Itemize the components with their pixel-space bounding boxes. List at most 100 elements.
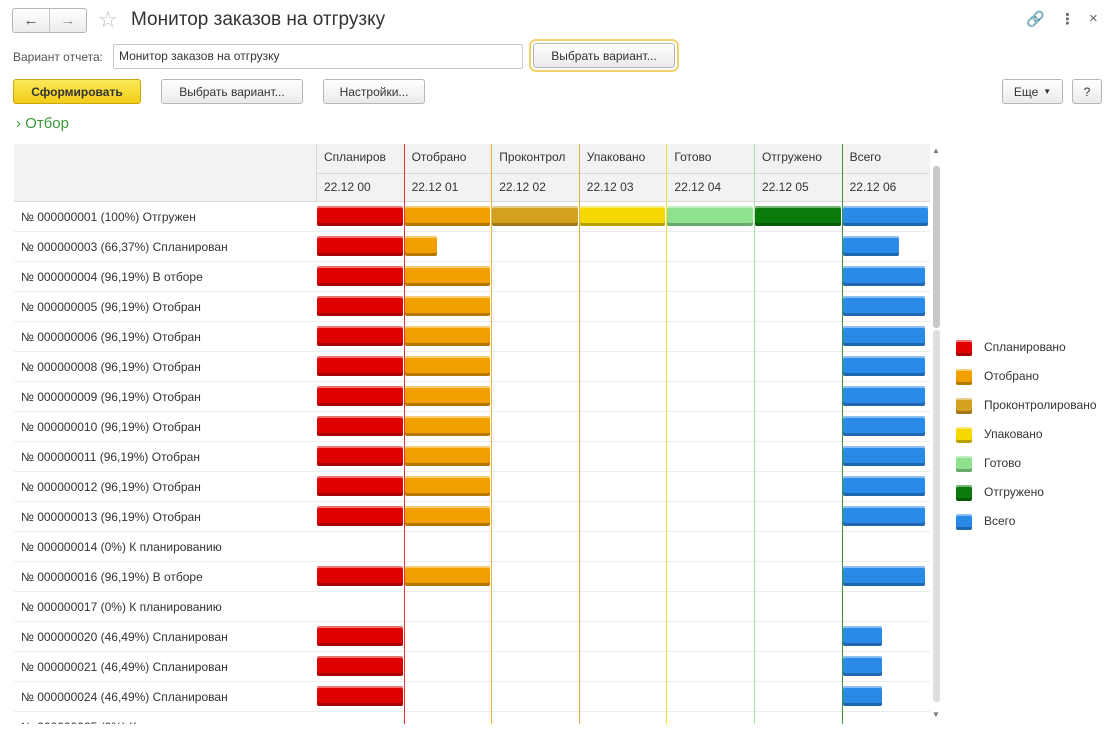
gantt-bar[interactable] <box>317 236 403 256</box>
table-row[interactable]: № 000000005 (96,19%) Отобран <box>14 292 930 322</box>
gantt-bar[interactable] <box>404 416 491 436</box>
gantt-bar[interactable] <box>404 266 491 286</box>
gantt-bar[interactable] <box>842 506 925 526</box>
gantt-bar[interactable] <box>404 326 491 346</box>
gantt-bar[interactable] <box>317 566 403 586</box>
gantt-bar[interactable] <box>842 476 925 496</box>
gantt-bar[interactable] <box>755 206 841 226</box>
scroll-up-icon[interactable]: ▲ <box>932 146 940 155</box>
gantt-bar[interactable] <box>842 296 925 316</box>
table-row[interactable]: № 000000008 (96,19%) Отобран <box>14 352 930 382</box>
gantt-bar[interactable] <box>404 386 491 406</box>
arrow-right-icon[interactable]: → <box>49 9 86 32</box>
gantt-bar[interactable] <box>317 686 403 706</box>
gantt-bar[interactable] <box>667 206 753 226</box>
gantt-bar[interactable] <box>842 236 900 256</box>
column-date: 22.12 02 <box>499 180 546 194</box>
gantt-bar[interactable] <box>404 566 491 586</box>
gantt-bar[interactable] <box>317 206 403 226</box>
row-label: № 000000001 (100%) Отгружен <box>21 210 196 224</box>
gantt-bar[interactable] <box>842 566 925 586</box>
gantt-bar[interactable] <box>842 626 882 646</box>
choose-variant-button[interactable]: Выбрать вариант... <box>161 79 303 104</box>
column-header[interactable]: Упаковано 22.12 03 <box>578 144 667 202</box>
table-row[interactable]: № 000000016 (96,19%) В отборе <box>14 562 930 592</box>
report-variant-input[interactable]: Монитор заказов на отгрузку <box>113 44 523 69</box>
star-icon[interactable]: ☆ <box>98 7 118 32</box>
gantt-bar[interactable] <box>317 326 403 346</box>
column-header[interactable]: Отобрано 22.12 01 <box>403 144 492 202</box>
more-icon[interactable]: ⋮ <box>1060 11 1075 28</box>
gantt-bar[interactable] <box>579 206 666 226</box>
arrow-left-icon[interactable]: ← <box>23 12 39 29</box>
column-date: 22.12 03 <box>586 180 634 194</box>
vertical-scrollbar[interactable]: ▲ ▼ <box>931 144 941 724</box>
gantt-bar[interactable] <box>404 356 491 376</box>
column-header[interactable]: Проконтрол 22.12 02 <box>491 144 579 202</box>
gantt-bar[interactable] <box>842 686 882 706</box>
filter-toggle[interactable]: › Отбор <box>16 115 69 132</box>
gantt-bar[interactable] <box>317 506 403 526</box>
more-button[interactable]: Еще ▼ <box>1002 79 1063 104</box>
column-header[interactable]: Отгружено 22.12 05 <box>754 144 842 202</box>
gantt-bar[interactable] <box>842 446 925 466</box>
legend-label: Отобрано <box>984 369 1039 383</box>
gantt-bar[interactable] <box>404 206 491 226</box>
legend-item: Отгружено <box>956 483 1115 503</box>
table-row[interactable]: № 000000024 (46,49%) Спланирован <box>14 682 930 712</box>
gantt-bar[interactable] <box>317 266 403 286</box>
table-row[interactable]: № 000000013 (96,19%) Отобран <box>14 502 930 532</box>
column-header[interactable]: Готово 22.12 04 <box>666 144 754 202</box>
gantt-bar[interactable] <box>842 656 882 676</box>
gantt-bar[interactable] <box>404 476 491 496</box>
table-row[interactable]: № 000000021 (46,49%) Спланирован <box>14 652 930 682</box>
table-row[interactable]: № 000000020 (46,49%) Спланирован <box>14 622 930 652</box>
nav-buttons: ← → <box>12 8 87 33</box>
table-row[interactable]: № 000000011 (96,19%) Отобран <box>14 442 930 472</box>
column-header[interactable]: Всего 22.12 06 <box>841 144 930 202</box>
gantt-bar[interactable] <box>317 446 403 466</box>
choose-variant-top-button[interactable]: Выбрать вариант... <box>529 39 679 72</box>
scroll-down-icon[interactable]: ▼ <box>932 710 940 719</box>
table-row[interactable]: № 000000004 (96,19%) В отборе <box>14 262 930 292</box>
gantt-bar[interactable] <box>492 206 578 226</box>
gantt-bar[interactable] <box>317 476 403 496</box>
gantt-bar[interactable] <box>404 296 491 316</box>
gantt-bar[interactable] <box>317 356 403 376</box>
table-row[interactable]: № 000000012 (96,19%) Отобран <box>14 472 930 502</box>
generate-button[interactable]: Сформировать <box>13 79 141 104</box>
chevron-right-icon: › <box>16 115 21 132</box>
legend-swatch <box>956 340 972 356</box>
column-header[interactable]: Спланиров 22.12 00 <box>316 144 404 202</box>
gantt-bar[interactable] <box>842 266 925 286</box>
row-label: № 000000014 (0%) К планированию <box>21 540 222 554</box>
table-row[interactable]: № 000000006 (96,19%) Отобран <box>14 322 930 352</box>
table-row[interactable]: № 000000025 (0%) К планированию <box>14 712 930 724</box>
gantt-bar[interactable] <box>842 326 925 346</box>
table-row[interactable]: № 000000010 (96,19%) Отобран <box>14 412 930 442</box>
scroll-thumb[interactable] <box>933 166 940 328</box>
scroll-track[interactable] <box>933 330 940 702</box>
gantt-bar[interactable] <box>404 236 438 256</box>
table-row[interactable]: № 000000014 (0%) К планированию <box>14 532 930 562</box>
table-row[interactable]: № 000000003 (66,37%) Спланирован <box>14 232 930 262</box>
link-icon[interactable]: 🔗 <box>1026 11 1045 28</box>
gantt-bar[interactable] <box>317 656 403 676</box>
gantt-bar[interactable] <box>842 386 925 406</box>
gantt-bar[interactable] <box>842 206 929 226</box>
close-icon[interactable]: × <box>1089 10 1098 27</box>
table-row[interactable]: № 000000017 (0%) К планированию <box>14 592 930 622</box>
gantt-bar[interactable] <box>317 626 403 646</box>
gantt-bar[interactable] <box>317 386 403 406</box>
gantt-bar[interactable] <box>317 296 403 316</box>
gantt-bar[interactable] <box>842 356 925 376</box>
row-label: № 000000012 (96,19%) Отобран <box>21 480 201 494</box>
table-row[interactable]: № 000000009 (96,19%) Отобран <box>14 382 930 412</box>
table-row[interactable]: № 000000001 (100%) Отгружен <box>14 202 930 232</box>
gantt-bar[interactable] <box>842 416 925 436</box>
help-button[interactable]: ? <box>1072 79 1102 104</box>
settings-button[interactable]: Настройки... <box>323 79 425 104</box>
gantt-bar[interactable] <box>404 506 491 526</box>
gantt-bar[interactable] <box>404 446 491 466</box>
gantt-bar[interactable] <box>317 416 403 436</box>
